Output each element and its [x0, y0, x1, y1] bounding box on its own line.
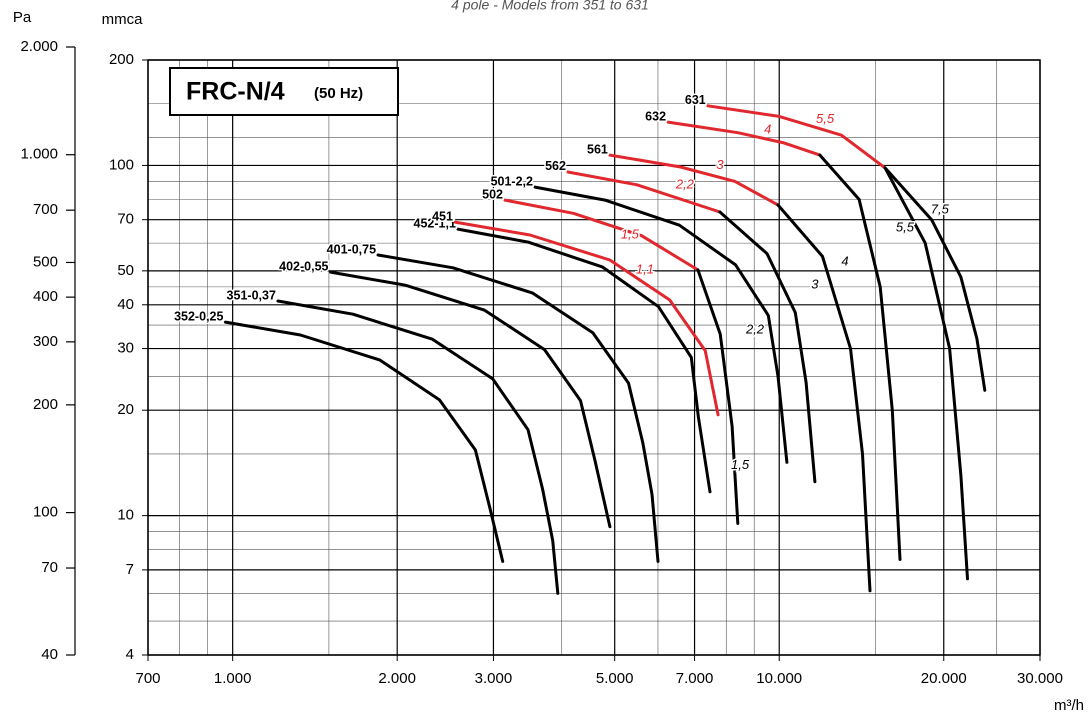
- power-label: 4: [764, 122, 771, 137]
- fan-curve: [883, 166, 969, 581]
- fan-curve: [776, 203, 872, 593]
- series-label: 452-1,1: [414, 216, 456, 230]
- y2-tick-label: 1.000: [20, 146, 58, 163]
- y2-tick-label: 100: [33, 504, 58, 521]
- inset-box: [169, 67, 399, 116]
- x-axis-label: m³/h: [1054, 697, 1084, 714]
- fan-curve: [706, 104, 887, 170]
- fan-curve: [376, 253, 660, 563]
- y2-axis-label: Pa: [13, 9, 32, 26]
- series-label: 351-0,37: [227, 288, 276, 302]
- power-label: 4: [841, 253, 848, 268]
- x-tick-label: 5.000: [596, 670, 634, 687]
- x-tick-label: 10.000: [756, 670, 802, 687]
- y-tick-label: 40: [117, 296, 134, 313]
- series-label: 561: [587, 142, 608, 156]
- y-tick-label: 20: [117, 401, 134, 418]
- series-label: 451: [432, 209, 453, 223]
- x-tick-label: 30.000: [1017, 670, 1063, 687]
- x-tick-label: 2.000: [378, 670, 416, 687]
- x-tick-label: 700: [135, 670, 160, 687]
- series-label: 352-0,25: [174, 309, 223, 323]
- series-label: 632: [645, 109, 666, 123]
- power-label: 7,5: [931, 201, 950, 216]
- y-tick-label: 200: [109, 51, 134, 68]
- y-tick-label: 30: [117, 340, 134, 357]
- fan-curve: [566, 170, 722, 214]
- y-axis-label: mmca: [102, 11, 143, 28]
- series-label: 401-0,75: [327, 242, 376, 256]
- y-tick-label: 7: [126, 561, 134, 578]
- fan-curve: [503, 198, 700, 272]
- power-label: 2,2: [745, 321, 765, 336]
- fan-curve: [718, 210, 817, 484]
- fan-curve: [533, 185, 789, 464]
- power-label: 5,5: [896, 220, 915, 235]
- fan-curve: [276, 299, 560, 595]
- fan-curve: [329, 270, 612, 529]
- fan-curve: [453, 220, 720, 417]
- inset-subtitle: (50 Hz): [314, 85, 363, 102]
- power-label: 3: [811, 276, 819, 291]
- y2-tick-label: 300: [33, 333, 58, 350]
- y2-tick-label: 700: [33, 201, 58, 218]
- y-tick-label: 50: [117, 262, 134, 279]
- fan-curve: [223, 320, 505, 563]
- y2-tick-label: 70: [41, 559, 58, 576]
- y2-tick-label: 400: [33, 288, 58, 305]
- y-tick-label: 100: [109, 156, 134, 173]
- power-label: 1,1: [636, 261, 654, 276]
- series-label: 502: [482, 187, 503, 201]
- inset-title: FRC-N/4: [186, 78, 285, 106]
- fan-curve: [696, 268, 740, 525]
- fan-curve: [818, 153, 902, 561]
- y2-tick-label: 500: [33, 253, 58, 270]
- fan-curve: [608, 153, 780, 207]
- chart-subtitle: 4 pole - Models from 351 to 631: [451, 0, 649, 13]
- power-label: 5,5: [816, 111, 835, 126]
- power-label: 2,2: [675, 176, 695, 191]
- series-label: 631: [685, 93, 706, 107]
- fan-curve: [456, 227, 712, 494]
- x-tick-label: 3.000: [475, 670, 513, 687]
- series-label: 402-0,55: [279, 259, 328, 273]
- y-tick-label: 10: [117, 507, 134, 524]
- series-label: 562: [545, 159, 566, 173]
- power-label: 3: [716, 157, 724, 172]
- y-tick-label: 4: [126, 646, 134, 663]
- x-tick-label: 7.000: [676, 670, 714, 687]
- fan-curve: [666, 120, 822, 157]
- series-label: 501-2,2: [491, 174, 533, 188]
- y2-tick-label: 40: [41, 646, 58, 663]
- y2-tick-label: 200: [33, 396, 58, 413]
- fan-curve: [883, 166, 987, 392]
- y-tick-label: 70: [117, 211, 134, 228]
- y2-tick-label: 2.000: [20, 38, 58, 55]
- plot-frame: [147, 59, 1041, 656]
- power-label: 1,5: [731, 457, 750, 472]
- power-label: 1,5: [621, 226, 640, 241]
- x-tick-label: 1.000: [214, 670, 252, 687]
- x-tick-label: 20.000: [921, 670, 967, 687]
